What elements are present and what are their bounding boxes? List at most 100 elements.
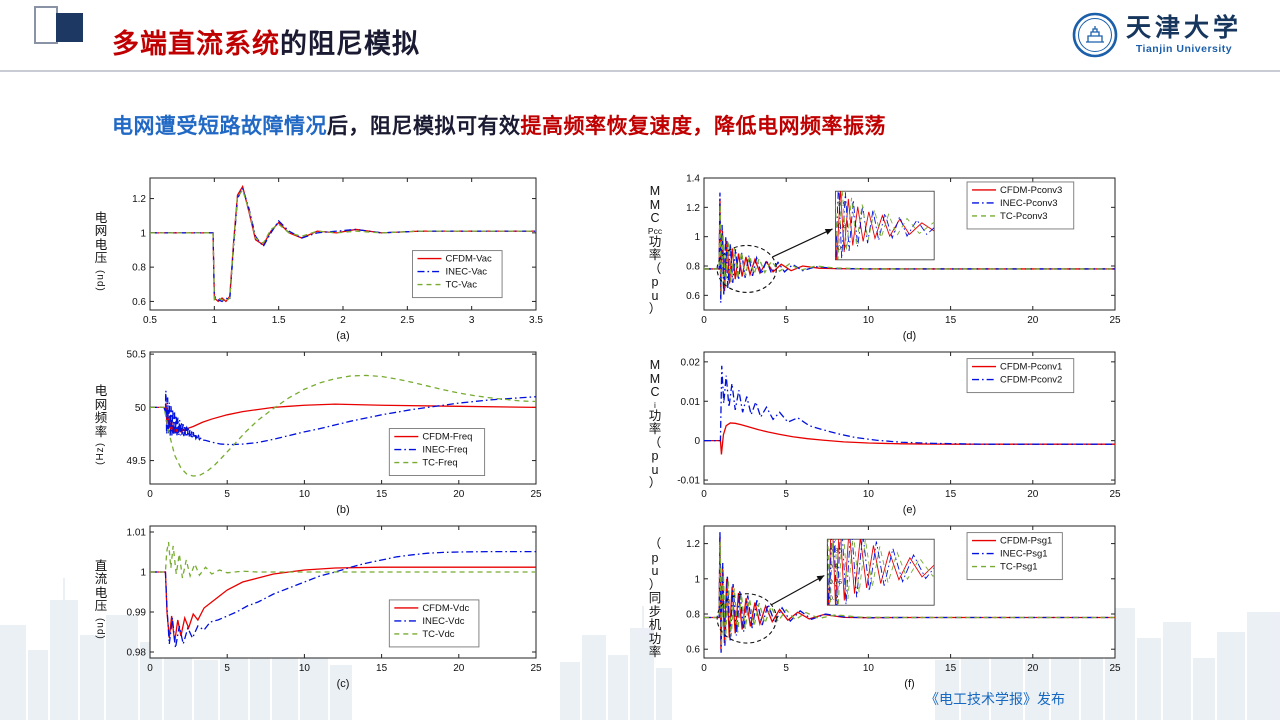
series-TC-Vdc bbox=[150, 541, 536, 579]
legend-label: INEC-Psg1 bbox=[1000, 549, 1048, 560]
inset-tick-label: 0.8 bbox=[838, 223, 847, 230]
x-tick-label: 0 bbox=[701, 315, 707, 326]
y-tick-label: -0.01 bbox=[677, 476, 700, 487]
y-axis-label-char: 频 bbox=[94, 411, 108, 426]
y-axis-label-char: u bbox=[651, 462, 659, 477]
y-tick-label: 0.8 bbox=[132, 263, 146, 274]
y-axis-label-char: M bbox=[649, 184, 661, 199]
inset-tick-label: 0.75 bbox=[829, 579, 842, 586]
legend: CFDM-Pconv1 CFDM-Pconv2 bbox=[966, 358, 1075, 394]
y-axis-label-char: 功 bbox=[648, 408, 662, 423]
text-segment: 提高频率恢复速度，降低电网频率振荡 bbox=[520, 115, 886, 138]
x-tick-label: 15 bbox=[376, 663, 388, 674]
y-axis-label-char: 步 bbox=[648, 604, 662, 619]
university-name-cn: 天津大学 bbox=[1125, 13, 1242, 42]
y-tick-label: 50.5 bbox=[127, 350, 147, 361]
y-axis-label-char: 功 bbox=[648, 631, 662, 646]
y-axis-label-char: i bbox=[654, 399, 656, 410]
y-axis-label-char: ） bbox=[648, 302, 662, 317]
series-group bbox=[704, 365, 1115, 455]
y-tick-label: 0.6 bbox=[132, 297, 146, 308]
x-tick-label: 5 bbox=[783, 315, 789, 326]
legend: CFDM-Psg1 INEC-Psg1 TC-Psg1 bbox=[966, 532, 1063, 581]
y-axis-label-char: M bbox=[649, 197, 661, 212]
y-axis-label-char: ） bbox=[648, 476, 662, 491]
plot-d: 0 5 10 15 20 25 0.6 0.8 1 1.2 1.4 0.7 0.8 0.9 CFDM-Pco… bbox=[686, 174, 1121, 327]
series-group bbox=[150, 184, 536, 303]
y-tick-label: 1 bbox=[694, 574, 700, 585]
y-axis-label-char: 机 bbox=[648, 618, 662, 633]
y-axis-label-char: 电 bbox=[94, 237, 108, 252]
series-INEC-Vdc bbox=[150, 550, 536, 649]
y-axis-label-char: ） bbox=[648, 577, 662, 592]
legend: CFDM-Vdc INEC-Vdc TC-Vdc bbox=[388, 599, 480, 648]
y-tick-label: 0.01 bbox=[681, 397, 701, 408]
y-axis-label-char: （ bbox=[648, 537, 662, 552]
series-TC-Freq bbox=[150, 374, 536, 477]
y-axis-label-char: u bbox=[651, 288, 659, 303]
legend-label: CFDM-Vac bbox=[445, 254, 492, 265]
series-CFDM-Vac bbox=[150, 184, 536, 303]
x-tick-label: 25 bbox=[530, 663, 542, 674]
subplot-label: (e) bbox=[902, 504, 917, 516]
text-segment: 的阻尼模拟 bbox=[280, 29, 420, 59]
x-tick-label: 20 bbox=[1027, 489, 1039, 500]
series-group bbox=[150, 541, 536, 649]
subplot-label: (f) bbox=[904, 678, 915, 690]
legend-label: TC-Freq bbox=[422, 458, 457, 469]
footer-credit: 《电工技术学报》发布 bbox=[925, 691, 1065, 707]
x-tick-label: 20 bbox=[1027, 315, 1039, 326]
x-tick-label: 10 bbox=[863, 489, 875, 500]
university-name-en: Tianjin University bbox=[1135, 43, 1233, 55]
y-axis-label-char: p bbox=[651, 275, 659, 290]
y-axis-label: 电网电压 (pu) bbox=[88, 172, 114, 330]
x-tick-label: 5 bbox=[783, 489, 789, 500]
x-tick-label: 20 bbox=[1027, 663, 1039, 674]
y-axis-label-char: p bbox=[651, 449, 659, 464]
legend-label: INEC-Vdc bbox=[422, 616, 464, 627]
x-tick-label: 0 bbox=[147, 663, 153, 674]
y-tick-label: 0.8 bbox=[686, 262, 700, 273]
header-divider bbox=[0, 70, 1280, 72]
legend-label: CFDM-Pconv3 bbox=[1000, 185, 1062, 196]
legend-label: CFDM-Pconv1 bbox=[1000, 362, 1062, 373]
inset-series-group bbox=[835, 191, 935, 260]
y-axis-unit: (Hz) bbox=[95, 442, 107, 465]
x-tick-label: 25 bbox=[1109, 489, 1121, 500]
y-axis-label-char: 率 bbox=[648, 248, 662, 263]
y-axis-label-char: 流 bbox=[94, 572, 108, 587]
y-axis-label-char: 压 bbox=[94, 251, 108, 266]
legend-label: TC-Psg1 bbox=[1000, 562, 1037, 573]
x-tick-label: 0 bbox=[701, 489, 707, 500]
university-logo: 天津大学 Tianjin University bbox=[1072, 12, 1242, 58]
axis-ticks bbox=[703, 526, 1116, 658]
x-tick-label: 15 bbox=[376, 489, 388, 500]
subplot-label: (b) bbox=[336, 504, 350, 516]
x-tick-label: 1.5 bbox=[272, 315, 286, 326]
y-axis-unit: (pu) bbox=[95, 268, 107, 291]
x-tick-label: 5 bbox=[224, 663, 230, 674]
y-tick-label: 0.98 bbox=[127, 648, 147, 659]
x-tick-label: 1 bbox=[212, 315, 218, 326]
y-axis-unit: (pu) bbox=[95, 616, 107, 639]
legend-label: TC-Vac bbox=[445, 280, 477, 291]
y-tick-label: 49.5 bbox=[127, 456, 147, 467]
y-axis-label-char: （ bbox=[648, 261, 662, 276]
y-axis-label-char: 网 bbox=[94, 397, 108, 412]
y-tick-label: 1 bbox=[140, 228, 146, 239]
y-tick-label: 0 bbox=[694, 436, 700, 447]
legend-label: INEC-Pconv3 bbox=[1000, 198, 1058, 209]
x-tick-label: 3.5 bbox=[529, 315, 543, 326]
series-group bbox=[150, 374, 536, 477]
y-axis-label-char: 同 bbox=[648, 591, 662, 606]
y-axis-label-char: 率 bbox=[648, 422, 662, 437]
y-axis-label-char: 压 bbox=[94, 599, 108, 614]
x-tick-label: 15 bbox=[945, 663, 957, 674]
chart-c: 直流电压 (pu) 0 5 10 15 20 25 0.98 0.99 1 1.01 CFDM-Vdc I… bbox=[88, 520, 544, 692]
series-INEC-Freq bbox=[150, 390, 536, 446]
series-TC-Psg1 bbox=[704, 541, 1115, 647]
x-tick-label: 2.5 bbox=[400, 315, 414, 326]
subplot-label: (c) bbox=[336, 678, 350, 690]
y-axis-label-char: p bbox=[651, 550, 659, 565]
legend-label: TC-Pconv3 bbox=[1000, 211, 1048, 222]
